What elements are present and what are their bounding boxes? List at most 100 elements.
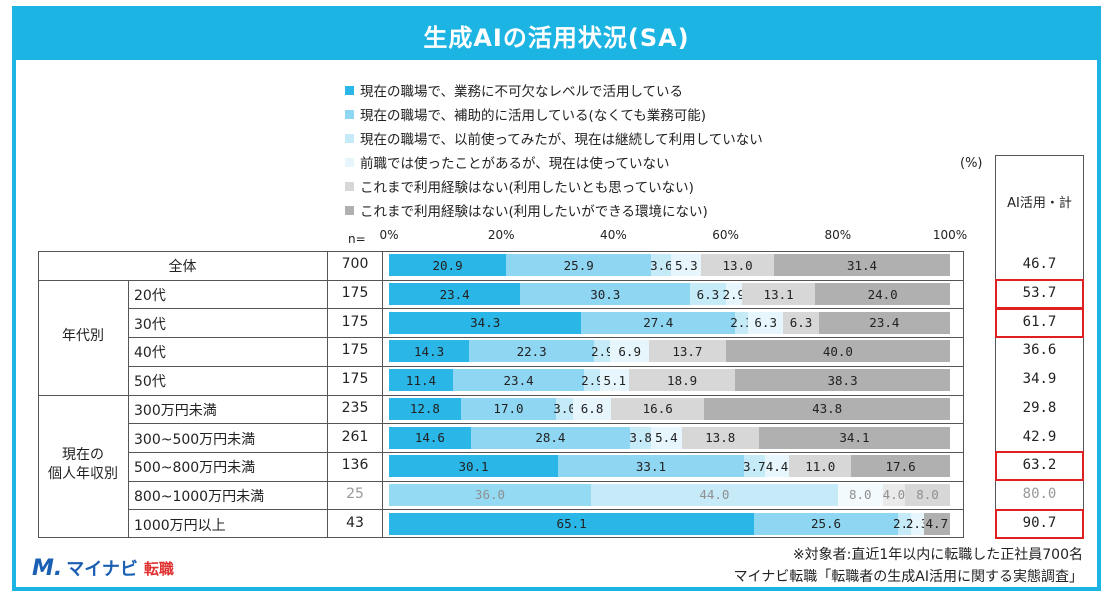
bar-segment: 13.8 (681, 426, 759, 449)
bar-segment: 14.6 (389, 426, 471, 449)
legend-swatch (345, 85, 354, 95)
group-label-age: 年代別 (62, 328, 104, 345)
row-n-value: 175 (341, 342, 369, 359)
stacked-bar: 11.4 23.4 2.9 5.1 18.9 38.3 (389, 369, 950, 392)
legend-swatch (345, 181, 354, 191)
grid-line (128, 451, 964, 453)
stacked-bar: 65.1 25.6 2.3 2.3 4.7 (389, 512, 950, 535)
row-label: 30代 (134, 316, 166, 333)
ai-total-value: 42.9 (1022, 428, 1057, 445)
mynavi-logo: M. マイナビ 転職 (32, 555, 174, 581)
bar-segment: 16.6 (611, 397, 705, 420)
bar-segment: 2.3 (730, 311, 753, 334)
legend-item: これまで利用経験はない(利用したいとも思っていない) (345, 174, 763, 198)
legend-item: 現在の職場で、業務に不可欠なレベルで活用している (345, 78, 763, 102)
bar-segment: 4.4 (764, 455, 790, 478)
bar-segment: 14.3 (389, 340, 470, 363)
bar-segment: 25.9 (506, 254, 652, 277)
bar-segment: 3.0 (553, 397, 576, 420)
ai-total-value: 53.7 (1022, 285, 1057, 302)
row-n-value: 175 (341, 285, 369, 302)
grid-line (128, 509, 964, 511)
bar-segment: 6.3 (748, 311, 784, 334)
stacked-bar: 34.3 27.4 2.3 6.3 6.3 23.4 (389, 311, 950, 334)
bar-segment: 36.0 (389, 483, 591, 506)
ai-total-highlight (995, 307, 1084, 338)
ai-total-value: 46.7 (1022, 256, 1057, 273)
row-label: 全体 (168, 259, 197, 276)
grid-line (128, 337, 964, 339)
bar-segment: 12.8 (389, 397, 461, 420)
bar-segment: 17.0 (460, 397, 557, 420)
row-n-value: 175 (341, 313, 369, 330)
bar-segment: 43.8 (704, 397, 950, 420)
grid-line (128, 480, 964, 482)
bar-segment: 13.0 (701, 254, 774, 277)
row-label: 1000万円以上 (134, 517, 226, 534)
row-n-value: 136 (341, 457, 369, 474)
bar-segment: 13.7 (649, 340, 726, 363)
bar-segment: 40.0 (725, 340, 950, 363)
bar-segment: 3.7 (743, 455, 766, 478)
bar-segment: 18.9 (629, 369, 736, 392)
bar-segment: 8.0 (905, 483, 950, 506)
legend-item: 前職では使ったことがあるが、現在は使っていない (345, 150, 763, 174)
legend-label: 現在の職場で、以前使ってみたが、現在は継続して利用していない (360, 132, 763, 148)
legend-label: 現在の職場で、業務に不可欠なレベルで活用している (360, 84, 684, 100)
ai-total-highlight (995, 279, 1084, 310)
row-label: 500~800万円未満 (134, 460, 256, 477)
bar-segment: 38.3 (735, 369, 950, 392)
legend-label: これまで利用経験はない(利用したいができる環境にない) (360, 204, 708, 220)
bar-segment: 20.9 (389, 254, 507, 277)
stacked-bar: 23.4 30.3 6.3 2.9 13.1 24.0 (389, 283, 950, 306)
stacked-bar: 14.3 22.3 2.9 6.9 13.7 40.0 (389, 340, 950, 363)
legend-swatch (345, 133, 354, 143)
bar-segment: 6.9 (610, 340, 650, 363)
ai-total-header: AI活用・計 (1007, 196, 1072, 211)
bar-segment: 23.4 (389, 283, 521, 306)
row-n-value: 235 (341, 399, 369, 416)
logo-mark: M. (32, 555, 63, 581)
logo-sub: 転職 (143, 559, 174, 578)
bar-segment: 3.6 (650, 254, 673, 277)
legend: 現在の職場で、業務に不可欠なレベルで活用している 現在の職場で、補助的に活用してい… (345, 78, 763, 222)
bar-segment: 65.1 (389, 512, 755, 535)
n-header: n= (348, 232, 366, 246)
legend-swatch (345, 205, 354, 215)
unit-label: (%) (960, 156, 983, 171)
x-tick-label: 0% (379, 228, 399, 242)
bar-segment: 11.4 (389, 369, 453, 392)
bar-segment: 5.3 (671, 254, 702, 277)
bar-segment: 31.4 (774, 254, 950, 277)
legend-label: これまで利用経験はない(利用したいとも思っていない) (360, 180, 694, 196)
bar-segment: 2.9 (591, 340, 614, 363)
bar-segment: 24.0 (815, 283, 950, 306)
legend-item: 現在の職場で、以前使ってみたが、現在は継続して利用していない (345, 126, 763, 150)
bar-segment: 6.3 (783, 311, 819, 334)
row-n-value: 43 (346, 514, 364, 531)
grid-line (38, 279, 964, 281)
group-label-income: 現在の 個人年収別 (48, 447, 118, 483)
bar-segment: 17.6 (851, 455, 950, 478)
x-tick-label: 100% (932, 228, 968, 242)
bar-segment: 3.8 (629, 426, 652, 449)
footnote-target: ※対象者:直近1年以内に転職した正社員700名 (792, 547, 1083, 563)
ai-total-value: 80.0 (1022, 485, 1057, 502)
grid-line (128, 308, 964, 310)
bar-segment: 4.7 (923, 512, 950, 535)
bar-segment: 30.1 (389, 455, 559, 478)
bar-segment: 5.1 (600, 369, 630, 392)
bar-segment: 23.4 (818, 311, 950, 334)
row-label: 20代 (134, 288, 166, 305)
chart-title: 生成AIの活用状況(SA) (16, 10, 1097, 60)
row-label: 300~500万円未満 (134, 431, 256, 448)
bar-segment: 34.1 (758, 426, 950, 449)
x-tick-label: 20% (487, 228, 515, 242)
bar-segment: 6.8 (573, 397, 612, 420)
stacked-bar: 12.8 17.0 3.0 6.8 16.6 43.8 (389, 397, 950, 420)
row-n-value: 25 (346, 485, 364, 502)
bar-segment: 11.0 (789, 455, 852, 478)
x-tick-label: 80% (824, 228, 852, 242)
bar-segment: 25.6 (754, 512, 898, 535)
bar-segment: 2.9 (722, 283, 745, 306)
